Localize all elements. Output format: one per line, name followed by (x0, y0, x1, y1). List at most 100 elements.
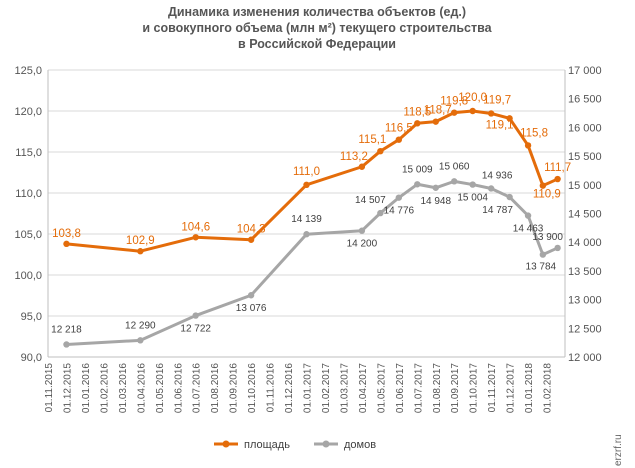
series-point (539, 251, 547, 258)
data-label: 14 200 (347, 239, 378, 250)
series-point (247, 292, 255, 299)
legend-swatch-marker (322, 440, 330, 448)
data-labels: 103,8 102,9 104,6 104,3 111,0 113,2 115,1116,5… (51, 92, 571, 335)
y-left-tick-label: 120,0 (14, 106, 42, 118)
data-label: 111,7 (544, 162, 571, 174)
chart-title-line: и совокупного объема (млн м²) текущего с… (142, 21, 492, 35)
y-right-tick-label: 15 000 (568, 180, 602, 192)
y-left-tick-label: 90,0 (21, 352, 42, 364)
gridlines (47, 69, 566, 358)
x-axis: 01.11.2015 01.12.2015 01.01.2016 01.02.2016… (44, 363, 554, 413)
series (63, 107, 561, 348)
series-point (247, 236, 255, 243)
data-label: 103,8 (52, 228, 81, 240)
x-tick-label: 01.05.2017 (376, 363, 387, 413)
y-left-tick-label: 100,0 (14, 270, 42, 282)
series-point (377, 209, 384, 217)
y-left-tick-label: 105,0 (14, 229, 42, 241)
x-tick-label: 01.04.2016 (136, 363, 147, 413)
series-point (358, 227, 366, 234)
x-tick-label: 01.07.2017 (413, 363, 424, 413)
x-tick-label: 01.07.2016 (192, 363, 203, 413)
x-tick-label: 01.11.2017 (487, 363, 498, 413)
x-tick-label: 01.08.2017 (432, 363, 443, 413)
x-tick-label: 01.11.2016 (266, 363, 277, 413)
x-tick-label: 01.01.2018 (524, 363, 535, 413)
x-tick-label: 01.03.2017 (339, 363, 350, 413)
series-point (506, 193, 513, 201)
legend-label: домов (344, 439, 376, 451)
y-left-tick-label: 110,0 (15, 188, 42, 200)
data-label: 119,8 (440, 96, 468, 108)
data-label: 104,6 (181, 221, 210, 233)
data-label: 13 900 (532, 232, 563, 243)
series-point (137, 248, 144, 255)
x-tick-label: 01.04.2017 (358, 363, 369, 413)
x-tick-label: 01.02.2016 (99, 363, 110, 413)
series-point (432, 184, 439, 191)
legend: площадь домов (214, 439, 376, 451)
series-point (487, 110, 495, 117)
x-tick-label: 01.09.2017 (450, 363, 461, 413)
data-label: 15 060 (439, 161, 470, 172)
x-tick-label: 01.01.2017 (303, 363, 314, 413)
data-label: 119,7 (483, 94, 511, 106)
series-point (469, 107, 476, 115)
x-tick-label: 01.01.2016 (81, 363, 92, 413)
x-tick-label: 01.11.2015 (44, 363, 55, 413)
y-right-tick-label: 14 000 (568, 237, 602, 249)
series-point (192, 234, 199, 241)
series-point (303, 181, 310, 188)
series-point (506, 115, 513, 122)
data-label: 14 948 (420, 196, 451, 207)
y-right-tick-label: 13 000 (568, 295, 602, 307)
legend-label: площадь (244, 439, 290, 451)
series-point (554, 244, 561, 252)
series-point (487, 185, 495, 192)
y-right-tick-label: 17 000 (568, 65, 602, 77)
series-point (469, 181, 476, 188)
series-point (377, 147, 384, 155)
data-label: 14 463 (513, 224, 544, 235)
series-point (554, 175, 561, 183)
data-label: 14 776 (384, 206, 415, 217)
data-label: 13 784 (526, 262, 557, 273)
y-right-tick-label: 12 000 (568, 352, 602, 364)
series-point (358, 163, 366, 170)
series-point (395, 194, 403, 201)
y-right-tick-label: 15 500 (568, 151, 602, 163)
x-tick-label: 01.12.2015 (62, 363, 73, 413)
data-label: 116,5 (385, 123, 413, 135)
data-label: 115,8 (520, 127, 548, 139)
y-left-tick-label: 125,0 (14, 65, 42, 77)
data-label: 104,3 (237, 224, 266, 236)
series-point (524, 212, 532, 219)
x-tick-label: 01.02.2017 (321, 363, 332, 413)
data-label: 15 004 (457, 193, 488, 204)
x-tick-label: 01.05.2016 (155, 363, 166, 413)
series-point (137, 337, 144, 344)
data-label: 118,7 (424, 105, 452, 117)
series-point (303, 231, 310, 238)
series-point (63, 341, 70, 348)
y-left-tick-label: 95,0 (21, 311, 42, 323)
x-tick-label: 01.10.2016 (247, 363, 258, 413)
x-tick-label: 01.10.2017 (469, 363, 480, 413)
data-label: 14 507 (355, 195, 386, 206)
y-axis-left: 90,0 95,0 100,0 105,0 110,0 115,0 120,0 125,0 (14, 65, 42, 364)
y-axis-right: 12 000 12 500 13 000 13 500 14 000 14 500 15 0… (568, 65, 602, 364)
y-right-tick-label: 13 500 (568, 266, 602, 278)
data-label: 12 218 (51, 324, 82, 335)
data-label: 111,0 (293, 166, 320, 178)
chart-title: Динамика изменения количества объектов (… (142, 5, 492, 51)
series-point (395, 136, 403, 143)
series-point (192, 312, 199, 319)
x-tick-label: 01.09.2016 (229, 363, 240, 413)
data-label: 102,9 (126, 235, 155, 247)
legend-swatch-marker (222, 440, 230, 448)
data-label: 12 290 (125, 320, 156, 331)
y-right-tick-label: 14 500 (568, 209, 602, 221)
x-tick-label: 01.08.2016 (210, 363, 221, 413)
data-label: 115,1 (358, 134, 386, 146)
